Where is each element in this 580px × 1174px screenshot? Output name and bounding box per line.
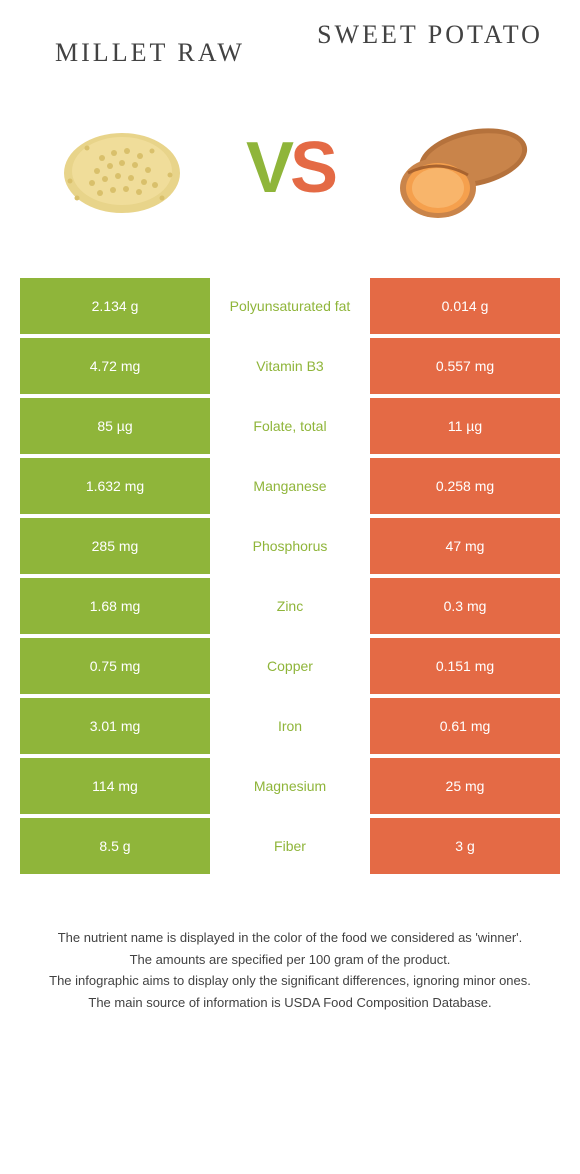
value-left: 8.5 g	[20, 818, 210, 874]
value-right: 0.3 mg	[370, 578, 560, 634]
vs-v: V	[246, 128, 290, 208]
value-right: 11 µg	[370, 398, 560, 454]
table-row: 4.72 mgVitamin B30.557 mg	[20, 338, 560, 394]
value-right: 25 mg	[370, 758, 560, 814]
nutrient-label: Copper	[210, 638, 370, 694]
footnote-line: The infographic aims to display only the…	[30, 971, 550, 991]
nutrient-label: Folate, total	[210, 398, 370, 454]
value-left: 3.01 mg	[20, 698, 210, 754]
nutrient-label: Polyunsaturated fat	[210, 278, 370, 334]
nutrient-label: Fiber	[210, 818, 370, 874]
sweet-potato-image	[378, 103, 538, 233]
food-right-title: Sweet potato	[310, 20, 550, 50]
nutrient-label: Manganese	[210, 458, 370, 514]
footnote-line: The nutrient name is displayed in the co…	[30, 928, 550, 948]
value-left: 1.68 mg	[20, 578, 210, 634]
vs-label: VS	[246, 127, 334, 209]
value-left: 1.632 mg	[20, 458, 210, 514]
food-left-title: Millet raw	[30, 20, 270, 68]
table-row: 1.68 mgZinc0.3 mg	[20, 578, 560, 634]
table-row: 85 µgFolate, total11 µg	[20, 398, 560, 454]
value-right: 0.557 mg	[370, 338, 560, 394]
value-left: 0.75 mg	[20, 638, 210, 694]
value-left: 114 mg	[20, 758, 210, 814]
header: Millet raw Sweet potato	[0, 0, 580, 78]
value-left: 2.134 g	[20, 278, 210, 334]
value-right: 47 mg	[370, 518, 560, 574]
table-row: 114 mgMagnesium25 mg	[20, 758, 560, 814]
nutrient-label: Iron	[210, 698, 370, 754]
footnotes: The nutrient name is displayed in the co…	[0, 878, 580, 1034]
nutrient-label: Zinc	[210, 578, 370, 634]
value-right: 3 g	[370, 818, 560, 874]
table-row: 1.632 mgManganese0.258 mg	[20, 458, 560, 514]
table-row: 0.75 mgCopper0.151 mg	[20, 638, 560, 694]
footnote-line: The amounts are specified per 100 gram o…	[30, 950, 550, 970]
value-right: 0.151 mg	[370, 638, 560, 694]
value-right: 0.014 g	[370, 278, 560, 334]
nutrient-label: Phosphorus	[210, 518, 370, 574]
millet-image	[42, 103, 202, 233]
nutrient-label: Magnesium	[210, 758, 370, 814]
value-left: 285 mg	[20, 518, 210, 574]
table-row: 285 mgPhosphorus47 mg	[20, 518, 560, 574]
nutrient-label: Vitamin B3	[210, 338, 370, 394]
comparison-table: 2.134 gPolyunsaturated fat0.014 g4.72 mg…	[0, 278, 580, 874]
footnote-line: The main source of information is USDA F…	[30, 993, 550, 1013]
value-right: 0.61 mg	[370, 698, 560, 754]
value-left: 4.72 mg	[20, 338, 210, 394]
vs-s: S	[290, 128, 334, 208]
value-right: 0.258 mg	[370, 458, 560, 514]
table-row: 3.01 mgIron0.61 mg	[20, 698, 560, 754]
table-row: 2.134 gPolyunsaturated fat0.014 g	[20, 278, 560, 334]
hero-row: VS	[0, 78, 580, 278]
value-left: 85 µg	[20, 398, 210, 454]
table-row: 8.5 gFiber3 g	[20, 818, 560, 874]
